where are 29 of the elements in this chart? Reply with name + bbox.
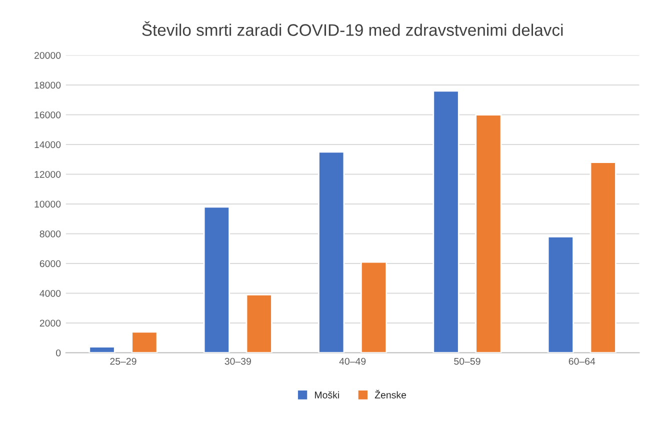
bar — [360, 261, 388, 353]
bar — [432, 90, 460, 353]
x-tick-label: 60–64 — [568, 358, 596, 365]
legend-label: Moški — [315, 391, 339, 398]
y-tick-label: 0 — [56, 349, 61, 356]
bar — [590, 162, 616, 353]
y-tick-label: 8000 — [40, 230, 61, 238]
y-tick-label: 2000 — [40, 320, 61, 327]
chart-title: Število smrti zaradi COVID-19 med zdravstvenimi delavci — [142, 21, 563, 36]
bar — [547, 236, 574, 353]
bar — [475, 114, 502, 353]
x-tick-label: 30–39 — [224, 358, 251, 365]
y-tick-label: 6000 — [40, 260, 61, 268]
y-tick-label: 12000 — [34, 170, 61, 178]
bar — [131, 331, 158, 353]
y-tick-label: 20000 — [34, 52, 61, 59]
x-tick-label: 25–29 — [110, 358, 136, 365]
bar — [88, 346, 116, 353]
x-tick-label: 40–49 — [339, 358, 366, 365]
bar — [203, 206, 230, 353]
y-tick-label: 16000 — [34, 111, 61, 118]
bar — [246, 294, 272, 353]
x-tick-label: 50–59 — [454, 358, 480, 365]
y-tick-label: 14000 — [34, 141, 61, 148]
legend-label: Ženske — [374, 390, 406, 398]
y-tick-label: 10000 — [34, 200, 61, 208]
bar — [318, 151, 345, 353]
y-tick-label: 4000 — [40, 290, 61, 297]
y-tick-label: 18000 — [34, 82, 61, 89]
